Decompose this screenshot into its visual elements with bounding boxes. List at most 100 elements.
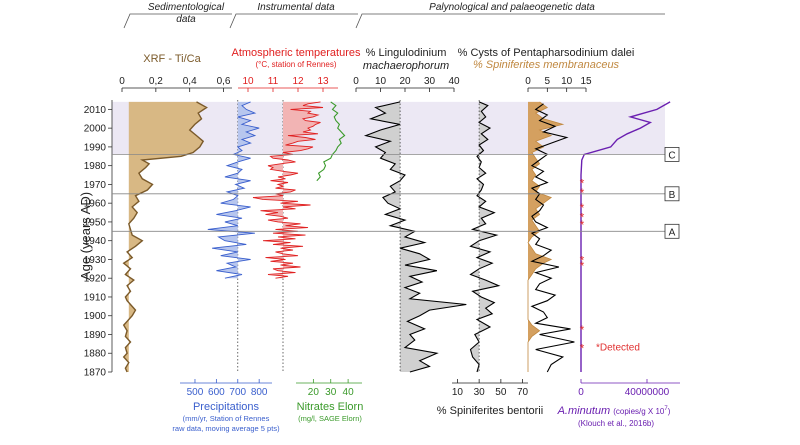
bentorii-line bbox=[469, 101, 501, 373]
precip-sublabel-1: (mm/yr, Station of Rennes bbox=[183, 414, 270, 423]
event-label-C: C bbox=[668, 150, 675, 161]
aminutum-tick-label-0: 0 bbox=[578, 387, 584, 398]
event-label-B: B bbox=[669, 190, 676, 201]
precip-tick-label-0: 500 bbox=[187, 387, 204, 398]
pentapharsodinium-line bbox=[530, 103, 575, 373]
event-box-C bbox=[664, 146, 680, 162]
pentapharsodinium-title: % Cysts of Pentapharsodinium dalei bbox=[458, 47, 635, 59]
precip-tick-label-2: 700 bbox=[229, 387, 246, 398]
bentorii-tick-label-2: 50 bbox=[495, 387, 507, 398]
lingulodinium-tick-label-1: 10 bbox=[375, 76, 387, 87]
temp-tick-label-3: 13 bbox=[317, 76, 329, 87]
detected-marker-5: * bbox=[580, 210, 585, 224]
event-box-B bbox=[664, 186, 680, 202]
detected-marker-3: * bbox=[580, 253, 585, 267]
lingulodinium-tick-label-4: 40 bbox=[448, 76, 460, 87]
nitrates-line bbox=[316, 101, 346, 182]
temp-tick-label-1: 11 bbox=[268, 76, 279, 87]
event-layer: C B A bbox=[112, 146, 680, 239]
pentapharsodinium-tick-label-2: 10 bbox=[561, 76, 573, 87]
lingulodinium-tick-label-0: 0 bbox=[353, 76, 359, 87]
xrf-tick-label-0: 0 bbox=[119, 76, 125, 87]
nitrates-tick-label-1: 30 bbox=[325, 387, 337, 398]
detected-marker-6: * bbox=[580, 201, 585, 215]
temp-tick-label-0: 10 bbox=[242, 76, 254, 87]
aminutum-source: (Klouch et al., 2016b) bbox=[578, 419, 654, 428]
detected-marker-8: * bbox=[580, 177, 585, 191]
detected-legend: *Detected bbox=[596, 343, 640, 354]
detected-marker-7: * bbox=[580, 186, 585, 200]
header-bracket-1 bbox=[229, 13, 358, 29]
pentapharsodinium-tick-label-3: 15 bbox=[580, 76, 592, 87]
xrf-tick-label-3: 0,6 bbox=[217, 76, 231, 87]
header-label-sedimentological: Sedimentological bbox=[148, 2, 225, 13]
age-tick-label-1940: 1940 bbox=[84, 236, 107, 247]
detected-marker-1: * bbox=[580, 323, 585, 337]
age-tick-label-1910: 1910 bbox=[84, 292, 107, 303]
pentapharsodinium-tick-label-1: 5 bbox=[545, 76, 551, 87]
header-bracket-2 bbox=[355, 13, 665, 29]
age-tick-label-1920: 1920 bbox=[84, 274, 107, 285]
temp-title: Atmospheric temperatures bbox=[232, 47, 361, 59]
precip-line bbox=[207, 101, 260, 279]
lingulodinium-line bbox=[363, 101, 467, 373]
aminutum-line bbox=[580, 101, 671, 372]
lingulodinium-title-1: % Lingulodinium bbox=[366, 47, 447, 59]
age-tick-label-2000: 2000 bbox=[84, 124, 107, 135]
age-tick-label-1950: 1950 bbox=[84, 217, 107, 228]
bentorii-title: % Spiniferites bentorii bbox=[437, 405, 543, 417]
temp-line bbox=[252, 101, 324, 279]
axis-layer: 1870 1880 1890 1900 1910 1920 1930 1940 1950 1960… bbox=[78, 76, 680, 398]
pentapharsodinium-tick-label-0: 0 bbox=[525, 76, 531, 87]
precip-title: Precipitations bbox=[193, 401, 260, 413]
age-tick-label-1990: 1990 bbox=[84, 142, 107, 153]
nitrates-tick-label-0: 20 bbox=[308, 387, 320, 398]
precip-sublabel-2: raw data, moving average 5 pts) bbox=[172, 424, 280, 433]
age-tick-label-1900: 1900 bbox=[84, 311, 107, 322]
age-tick-label-1970: 1970 bbox=[84, 180, 107, 191]
detected-marker-0: * bbox=[580, 342, 585, 356]
xrf-area bbox=[123, 101, 207, 373]
bentorii-tick-label-1: 30 bbox=[474, 387, 486, 398]
series-layer bbox=[122, 100, 671, 373]
nitrates-sublabel: (mg/l, SAGE Elorn) bbox=[298, 414, 362, 423]
bentorii-tick-label-3: 70 bbox=[517, 387, 529, 398]
temp-area bbox=[253, 101, 323, 279]
header-bracket-0 bbox=[123, 13, 232, 29]
xrf-title: XRF - Ti/Ca bbox=[143, 53, 201, 65]
precip-tick-label-3: 800 bbox=[251, 387, 268, 398]
age-tick-label-1890: 1890 bbox=[84, 330, 107, 341]
aminutum-tick-label-1: 40000000 bbox=[625, 387, 670, 398]
header-label-2: Palynological and palaeogenetic data bbox=[429, 2, 595, 13]
header-label-sedimentological-line2: data bbox=[176, 14, 196, 25]
detected-marker-2: * bbox=[580, 259, 585, 273]
temp-tick-label-2: 12 bbox=[292, 76, 304, 87]
xrf-line bbox=[122, 101, 208, 373]
bentorii-tick-label-0: 10 bbox=[452, 387, 464, 398]
lingulodinium-title-2: machaerophorum bbox=[363, 60, 449, 72]
precip-tick-label-1: 600 bbox=[208, 387, 225, 398]
membranaceus-area bbox=[528, 101, 563, 373]
lingulodinium-tick-label-2: 20 bbox=[399, 76, 411, 87]
age-tick-label-1980: 1980 bbox=[84, 161, 107, 172]
nitrates-tick-label-2: 40 bbox=[343, 387, 355, 398]
age-tick-label-1880: 1880 bbox=[84, 349, 107, 360]
aminutum-title: A.minutum (copies/g X 107) bbox=[557, 405, 671, 417]
event-label-A: A bbox=[669, 227, 676, 238]
age-tick-label-2010: 2010 bbox=[84, 105, 107, 116]
temp-sublabel: (°C, station of Rennes) bbox=[255, 60, 336, 69]
nitrates-title: Nitrates Elorn bbox=[297, 401, 364, 413]
bentorii-area bbox=[470, 101, 499, 373]
age-tick-label-1960: 1960 bbox=[84, 199, 107, 210]
event-box-A bbox=[664, 223, 680, 239]
header-label-1: Instrumental data bbox=[257, 2, 335, 13]
xrf-tick-label-1: 0,2 bbox=[149, 76, 163, 87]
membranaceus-title: % Spiniferites membranaceus bbox=[473, 59, 620, 71]
xrf-tick-label-2: 0,4 bbox=[183, 76, 197, 87]
age-tick-label-1870: 1870 bbox=[84, 368, 107, 379]
lingulodinium-tick-label-3: 30 bbox=[424, 76, 436, 87]
age-tick-label-1930: 1930 bbox=[84, 255, 107, 266]
age-axis-title: Age (years AD) bbox=[78, 192, 93, 280]
